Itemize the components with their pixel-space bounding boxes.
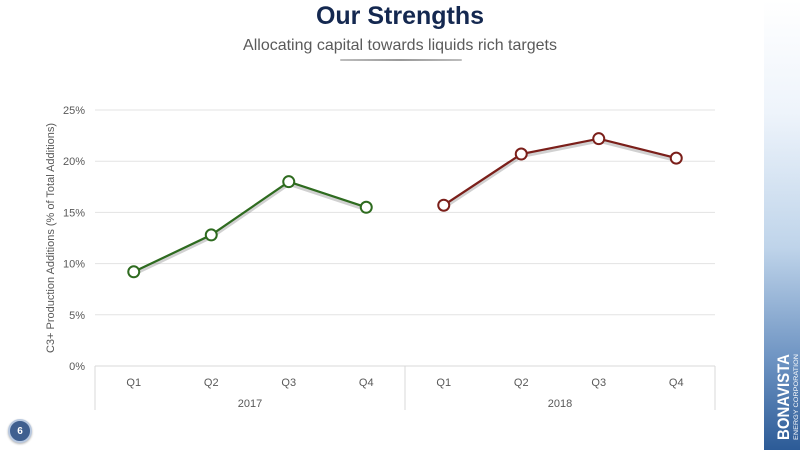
data-point [669, 151, 683, 165]
y-tick-label: 25% [63, 105, 85, 117]
x-tick-label: Q1 [436, 377, 451, 389]
bonavista-logo: BONAVISTA ENERGY CORPORATION [774, 354, 800, 440]
brand-tagline: ENERGY CORPORATION [793, 354, 800, 440]
y-axis-title: C3+ Production Additions (% of Total Add… [45, 123, 57, 353]
series-line [443, 137, 677, 207]
x-group-label: 2018 [548, 398, 572, 410]
page-number-badge: 6 [8, 419, 32, 443]
x-group-label: 2017 [238, 398, 262, 410]
series-line-shadow [132, 181, 367, 276]
x-tick-label: Q3 [281, 377, 296, 389]
y-tick-label: 20% [63, 156, 85, 168]
series-line-shadow [442, 138, 677, 209]
data-point [514, 147, 528, 161]
series-line [133, 180, 367, 273]
y-tick-label: 10% [63, 259, 85, 271]
slide-subtitle: Allocating capital towards liquids rich … [243, 37, 557, 54]
x-tick-label: Q4 [669, 377, 684, 389]
x-tick-label: Q2 [514, 377, 529, 389]
x-tick-label: Q2 [204, 377, 219, 389]
x-tick-label: Q4 [359, 377, 374, 389]
y-tick-label: 5% [69, 310, 85, 322]
data-point [437, 198, 451, 212]
data-point [127, 265, 141, 279]
data-point [204, 228, 218, 242]
data-point [359, 200, 373, 214]
brand-name: BONAVISTA [774, 354, 793, 440]
slide-title: Our Strengths [315, 2, 485, 30]
subtitle-underline [340, 59, 462, 61]
data-point [592, 132, 606, 146]
y-tick-label: 0% [69, 361, 85, 373]
decorative-side-strip [764, 0, 800, 450]
x-tick-label: Q3 [591, 377, 606, 389]
y-tick-label: 15% [63, 207, 85, 219]
x-tick-label: Q1 [126, 377, 141, 389]
data-point [282, 175, 296, 189]
